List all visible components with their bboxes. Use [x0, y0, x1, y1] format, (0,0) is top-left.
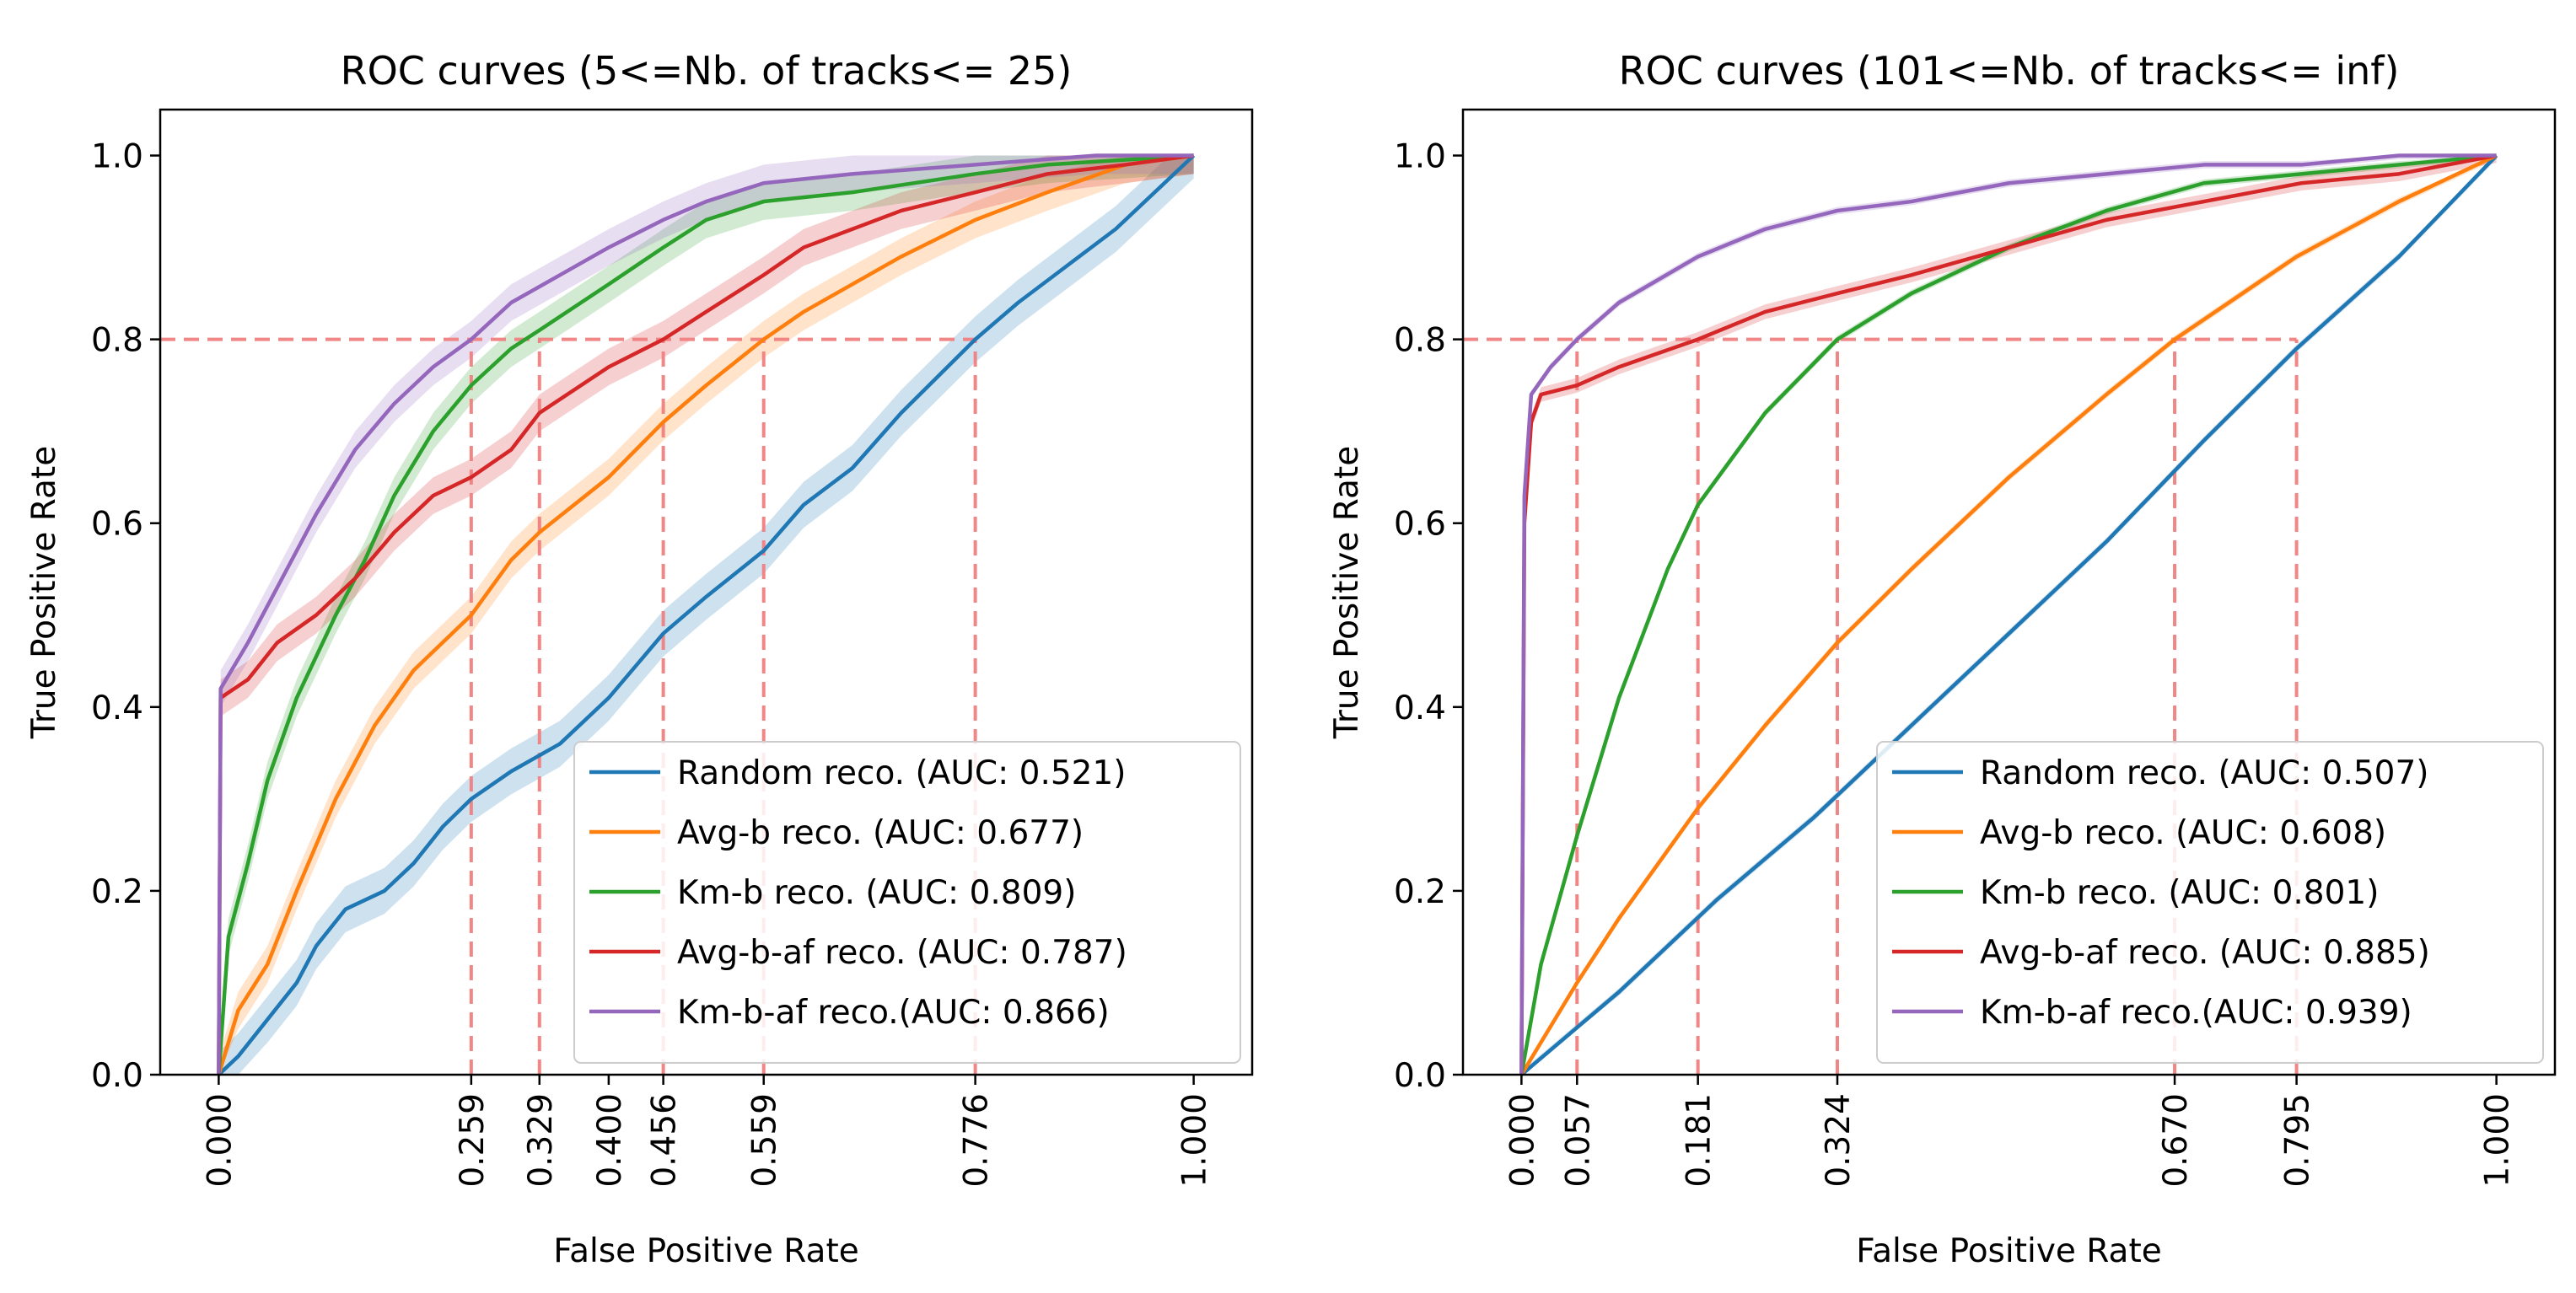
legend-label-4: Km-b-af reco.(AUC: 0.939) — [1980, 994, 2412, 1032]
confidence-band-0-0 — [218, 155, 1194, 1075]
series-line-1-1 — [1519, 153, 2498, 1076]
y-axis-label-right: True Positive Rate — [1328, 446, 1366, 739]
x-tick-label-2: 0.181 — [1681, 1093, 1718, 1188]
legend-label-3: Avg-b-af reco. (AUC: 0.885) — [1980, 934, 2430, 972]
chart-title-left: ROC curves (5<=Nb. of tracks<= 25) — [341, 48, 1073, 94]
y-tick-label-5: 1.0 — [1394, 138, 1446, 176]
x-tick-label-6: 0.776 — [958, 1093, 996, 1188]
y-tick-label-3: 0.6 — [91, 506, 143, 544]
axes-frame — [159, 108, 1254, 1076]
x-tick-label-0: 0.000 — [1503, 1093, 1541, 1188]
x-tick-label-5: 0.559 — [746, 1093, 784, 1188]
series-line-0-1 — [217, 153, 1194, 1076]
confidence-band-0-2 — [218, 155, 1194, 1075]
legend: Random reco. (AUC: 0.507) Avg-b reco. (AU… — [1876, 741, 2544, 1064]
chart-title-right: ROC curves (101<=Nb. of tracks<= inf) — [1619, 48, 2400, 94]
x-tick-label-4: 0.456 — [646, 1093, 684, 1188]
series-line-0-4 — [217, 153, 1194, 1076]
series-line-1-0 — [1519, 153, 2498, 1076]
legend-label-0: Random reco. (AUC: 0.507) — [1980, 754, 2429, 792]
x-tick-label-3: 0.324 — [1820, 1093, 1858, 1188]
x-tick-label-6: 1.000 — [2479, 1093, 2517, 1188]
series-line-1-4 — [1519, 153, 2497, 1076]
y-tick-label-0: 0.0 — [91, 1057, 143, 1095]
legend-box — [1876, 741, 2544, 1064]
legend-label-1: Avg-b reco. (AUC: 0.677) — [677, 814, 1084, 852]
x-tick-label-0: 0.000 — [201, 1093, 239, 1188]
x-tick-label-1: 0.057 — [1559, 1093, 1597, 1188]
y-tick-label-0: 0.0 — [1394, 1057, 1446, 1095]
legend: Random reco. (AUC: 0.521) Avg-b reco. (AU… — [573, 741, 1241, 1064]
x-tick-label-3: 0.400 — [591, 1093, 629, 1188]
legend-label-2: Km-b reco. (AUC: 0.809) — [677, 874, 1076, 912]
series-line-0-3 — [217, 153, 1194, 1076]
y-axis-label-left: True Positive Rate — [25, 446, 63, 739]
series-line-1-2 — [1519, 153, 2497, 1076]
y-tick-label-4: 0.8 — [1394, 322, 1446, 360]
y-tick-label-1: 0.2 — [91, 873, 143, 911]
roc-panel-left: ROC curves (5<=Nb. of tracks<= 25) False… — [25, 48, 1254, 1270]
series-line-1-3 — [1519, 153, 2498, 1076]
roc-panel-right: ROC curves (101<=Nb. of tracks<= inf) Fa… — [1328, 48, 2557, 1270]
x-tick-label-4: 0.670 — [2157, 1093, 2195, 1188]
legend-label-3: Avg-b-af reco. (AUC: 0.787) — [677, 934, 1127, 972]
legend-label-4: Km-b-af reco.(AUC: 0.866) — [677, 994, 1110, 1032]
series-line-0-0 — [217, 153, 1196, 1076]
x-tick-label-2: 0.329 — [522, 1093, 560, 1188]
y-tick-label-3: 0.6 — [1394, 506, 1446, 544]
legend-label-2: Km-b reco. (AUC: 0.801) — [1980, 874, 2379, 912]
y-tick-label-2: 0.4 — [91, 689, 143, 727]
y-tick-label-4: 0.8 — [91, 322, 143, 360]
legend-label-0: Random reco. (AUC: 0.521) — [677, 754, 1127, 792]
x-tick-label-1: 0.259 — [454, 1093, 492, 1188]
x-axis-label-right: False Positive Rate — [1856, 1232, 2161, 1270]
legend-box — [573, 741, 1241, 1064]
x-axis-label-left: False Positive Rate — [553, 1232, 858, 1270]
x-tick-label-7: 1.000 — [1176, 1093, 1214, 1188]
legend-label-1: Avg-b reco. (AUC: 0.608) — [1980, 814, 2386, 852]
axes-frame — [1461, 108, 2557, 1076]
x-tick-label-5: 0.795 — [2279, 1093, 2317, 1188]
y-tick-label-2: 0.4 — [1394, 689, 1446, 727]
series-line-0-2 — [217, 153, 1194, 1076]
y-tick-label-1: 0.2 — [1394, 873, 1446, 911]
y-tick-label-5: 1.0 — [91, 138, 143, 176]
